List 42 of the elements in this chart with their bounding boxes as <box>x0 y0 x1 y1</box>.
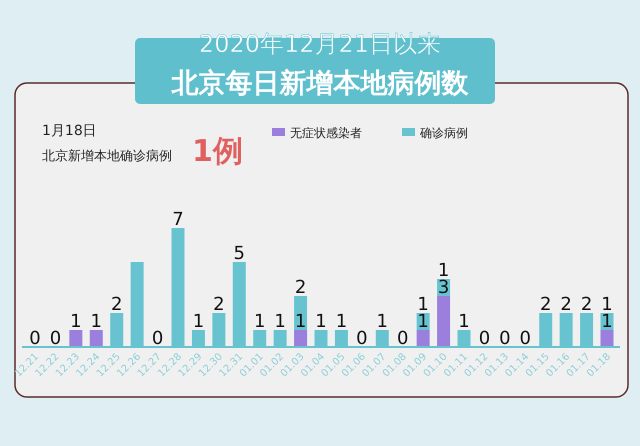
data-label: 0 <box>520 328 532 349</box>
data-label: 0 <box>396 328 408 349</box>
legend-label: 确诊病例 <box>419 126 468 140</box>
bar <box>90 330 103 347</box>
bar <box>294 330 308 347</box>
text: 1月18日 <box>42 123 97 139</box>
data-label: 3 <box>438 277 450 298</box>
bar <box>600 330 614 347</box>
data-label: 0 <box>356 328 368 349</box>
data-label: 2 <box>560 294 572 315</box>
data-label: 1 <box>192 311 204 332</box>
legend-label: 无症状感染者 <box>290 126 362 140</box>
data-label: 0 <box>478 328 490 349</box>
data-label: 5 <box>234 243 246 264</box>
data-label: 1 <box>376 311 388 332</box>
data-label: 1 <box>458 311 470 332</box>
data-label: 0 <box>152 328 164 349</box>
data-label: 1 <box>315 311 327 332</box>
data-label: 2 <box>213 294 225 315</box>
data-label: 1 <box>336 311 348 332</box>
data-label: 1 <box>90 311 102 332</box>
data-label: 1 <box>294 311 306 332</box>
data-label: 7 <box>172 209 184 230</box>
text: 1例 <box>192 134 243 169</box>
data-label: 0 <box>29 328 41 349</box>
data-label: 1 <box>274 311 286 332</box>
data-label: 1 <box>417 311 429 332</box>
data-label: 1 <box>70 311 82 332</box>
data-label: 1 <box>254 311 266 332</box>
bar <box>294 296 308 330</box>
chart-subtitle: 北京每日新增本地病例数 <box>170 68 470 99</box>
bar <box>437 296 450 347</box>
text: 北京新增本地确诊病例 <box>42 149 172 164</box>
data-label: 0 <box>50 328 62 349</box>
data-label: 2 <box>580 294 592 315</box>
bar <box>416 330 430 347</box>
data-label: 2 <box>294 277 306 298</box>
data-label: 1 <box>601 311 613 332</box>
data-label: 2 <box>110 294 122 315</box>
data-label: 2 <box>540 294 552 315</box>
data-label: 0 <box>499 328 511 349</box>
bar <box>69 330 82 347</box>
